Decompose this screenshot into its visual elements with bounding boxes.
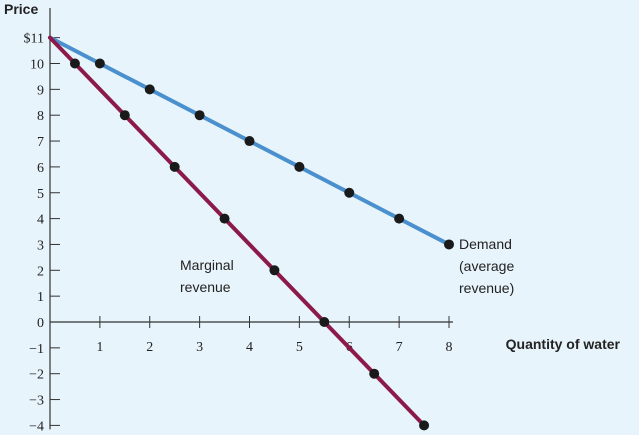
demand-point — [394, 213, 405, 224]
marginal-point — [369, 368, 380, 379]
x-tick-label: 5 — [296, 340, 303, 355]
demand-point — [444, 239, 454, 250]
demand-point — [244, 136, 255, 147]
y-tick-label: 0 — [37, 316, 44, 331]
y-tick-label: 5 — [37, 187, 44, 202]
y-tick-label: 6 — [37, 161, 44, 176]
y-tick-label: 1 — [37, 290, 44, 305]
demand-label-line2: (average — [459, 258, 514, 274]
demand-label-line1: Demand — [459, 236, 512, 252]
x-tick-label: 3 — [196, 340, 203, 355]
marginal-point — [119, 110, 130, 121]
marginal-point — [169, 161, 180, 172]
y-tick-label: 8 — [37, 109, 44, 124]
demand-label-line3: revenue) — [459, 280, 514, 296]
marginal-point — [219, 213, 230, 224]
y-tick-label: 4 — [37, 213, 44, 228]
series-lines — [48, 35, 451, 428]
marginal-point — [419, 420, 430, 431]
marginal-point — [69, 58, 80, 69]
y-tick-label: −3 — [29, 394, 44, 409]
marginal-point — [269, 265, 280, 276]
y-tick-label: −4 — [29, 419, 44, 434]
y-tick-label: −1 — [29, 342, 44, 357]
marginal-revenue-label-line1: Marginal — [180, 257, 234, 273]
x-tick-label: 4 — [246, 340, 253, 355]
demand-point — [194, 110, 205, 121]
demand-point — [344, 187, 355, 198]
y-tick-label: 2 — [37, 264, 44, 279]
x-tick-label: 1 — [96, 340, 103, 355]
x-tick-label: 2 — [146, 340, 153, 355]
x-axis-title: Quantity of water — [506, 336, 621, 352]
y-tick-label: 3 — [37, 238, 44, 253]
y-tick-label: 9 — [37, 83, 44, 98]
marginal-line — [48, 35, 427, 428]
series-points — [69, 58, 454, 431]
y-tick-label: $11 — [24, 32, 44, 47]
demand-point — [294, 161, 305, 172]
marginal-revenue-label-line2: revenue — [180, 279, 231, 295]
y-tick-label: 7 — [37, 135, 44, 150]
x-tick-label: 8 — [446, 340, 453, 355]
y-tick-label: 10 — [30, 58, 44, 73]
y-tick-label: −2 — [29, 368, 44, 383]
demand-point — [144, 84, 155, 95]
demand-point — [94, 58, 105, 69]
marginal-point — [319, 317, 330, 327]
x-tick-label: 7 — [396, 340, 403, 355]
y-axis-title: Price — [4, 1, 38, 17]
